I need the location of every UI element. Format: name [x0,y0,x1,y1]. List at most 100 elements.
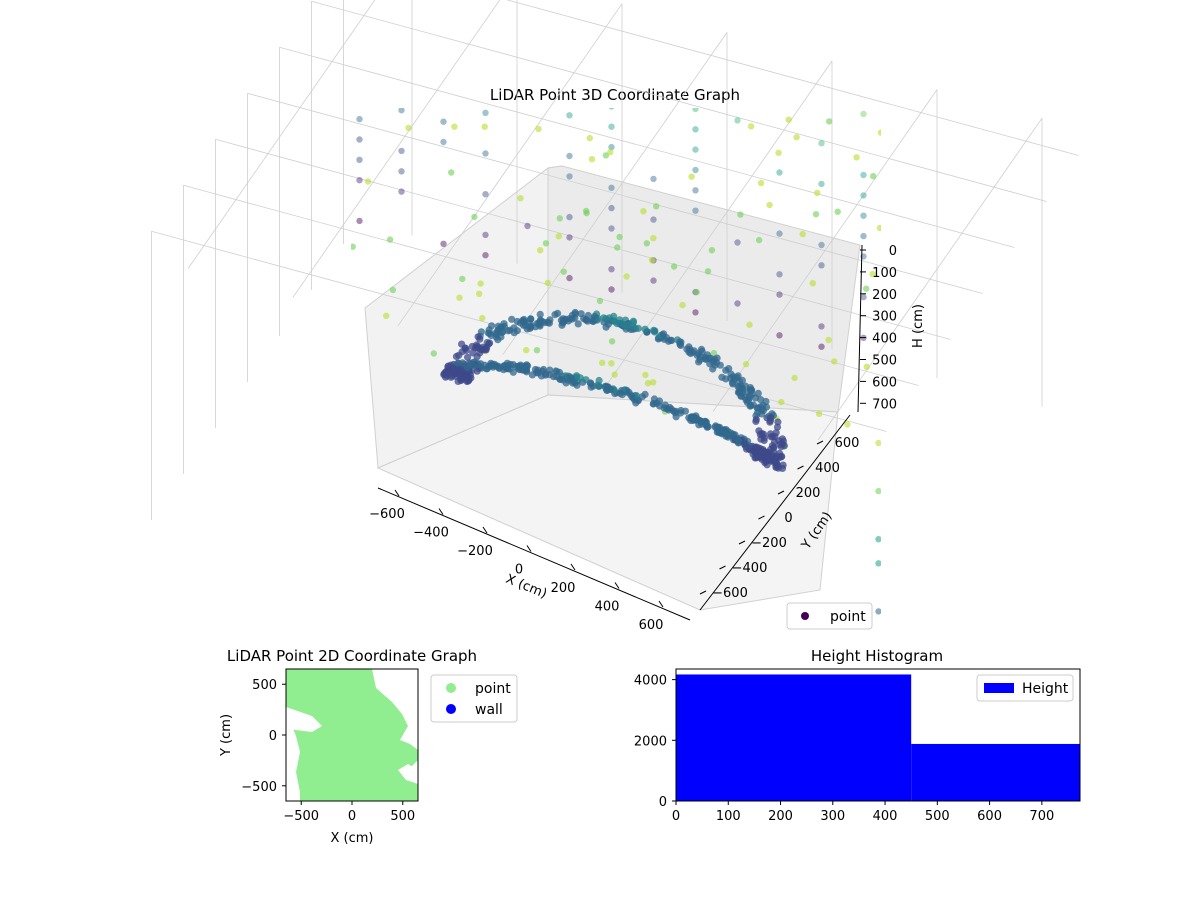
scatter-point [451,123,458,130]
scatter-point [832,95,838,101]
scatter-point [963,482,969,488]
scatter-point [650,33,656,39]
scatter-point [523,346,530,354]
scatter-point [778,398,785,406]
scatter-point [452,372,460,380]
scatter-point [777,443,785,451]
scatter-point [745,51,751,57]
scatter-point [1051,235,1057,241]
scatter-point [890,347,896,353]
x-tick-label-2d: 500 [390,809,415,824]
scatter-point [1060,319,1066,325]
scatter-point [440,138,447,146]
scatter-point [937,351,943,357]
scatter-point [479,314,486,322]
scatter-point [1025,345,1031,351]
scatter-point [485,340,493,348]
scatter-point [1070,392,1076,398]
histogram-title: Height Histogram [811,647,943,665]
scatter-point [303,256,309,262]
scatter-point [1025,441,1031,447]
plot-2d: LiDAR Point 2D Coordinate Graph −500 0 500… [219,647,518,846]
histogram-x-tick-label: 300 [820,809,845,824]
y-axis-line [699,414,851,611]
x-tick-label-3d: 400 [595,600,620,615]
scatter-point [860,192,867,199]
histogram-bar [676,674,912,801]
scatter-point [653,203,660,210]
scatter-point [742,361,750,368]
scatter-point [405,124,412,132]
scatter-point [623,273,630,280]
legend-histogram-frame [976,674,1074,702]
scatter-point [586,134,593,142]
scatter-point [818,180,825,188]
scatter-point [650,216,657,223]
scatter-point [735,437,743,445]
scatter-point [1069,258,1075,264]
scatter-point [944,154,950,160]
scatter-point [596,297,604,305]
scatter-point [999,455,1005,461]
grid-y-floor [311,0,1047,202]
scatter-point [990,540,996,546]
scatter-point [424,80,430,86]
scatter-point [539,365,548,374]
x-tick-label-3d: 600 [639,618,664,633]
scatter-point [955,398,961,404]
scatter-point [709,358,717,366]
scatter-point [1028,116,1034,122]
scatter-point [937,423,943,429]
histogram-bar [911,743,1080,801]
scatter-point [776,291,783,298]
scatter-point [986,328,992,334]
pane-back [547,165,861,413]
chart-2d-title: LiDAR Point 2D Coordinate Graph [227,647,477,665]
scatter-point [481,123,488,130]
scatter-point [692,207,699,214]
scatter-point [919,425,925,431]
scatter-point [1070,331,1076,337]
scatter-point [791,374,798,382]
scatter-point [911,630,917,636]
scatter-point [986,227,992,233]
histogram-x-tick-label: 0 [672,809,680,824]
z-tick-label-3d: 0 [889,244,897,259]
scatter-point [1060,294,1066,300]
legend-3d-label: point [830,609,866,625]
scatter-point [902,402,908,408]
scatter-point [459,275,466,283]
scatter-point [558,321,566,329]
legend-3d-marker [801,612,809,620]
scatter-point [869,270,876,278]
scatter-point [398,5,404,11]
scatter-point [608,204,615,212]
scatter-point [220,229,226,235]
scatter-point [494,322,502,330]
y-tick-label-3d: 200 [796,486,821,501]
scatter-point [692,187,699,194]
scatter-point [599,359,606,366]
scatter-point [860,171,867,179]
x-tick-label-2d: 0 [348,809,356,824]
scatter-point [944,93,950,99]
scatter-point [523,361,531,369]
scatter-point [902,346,908,352]
y-tick-label-2d: −500 [241,780,277,795]
grid-x-floor [187,0,376,269]
scatter-point [331,286,337,292]
scatter-point [582,316,590,324]
scatter-point [1087,136,1093,142]
grid-y-floor [247,92,983,294]
scatter-point [192,279,198,285]
scatter-point [1043,320,1049,326]
scatter-point [504,327,512,335]
scatter-point [752,415,760,424]
scatter-point [780,89,786,95]
scatter-point [494,336,502,344]
scatter-point [911,678,917,684]
scatter-point [1051,403,1057,409]
scatter-point [1007,467,1013,473]
scatter-point [884,475,890,481]
scatter-point [1087,256,1093,262]
